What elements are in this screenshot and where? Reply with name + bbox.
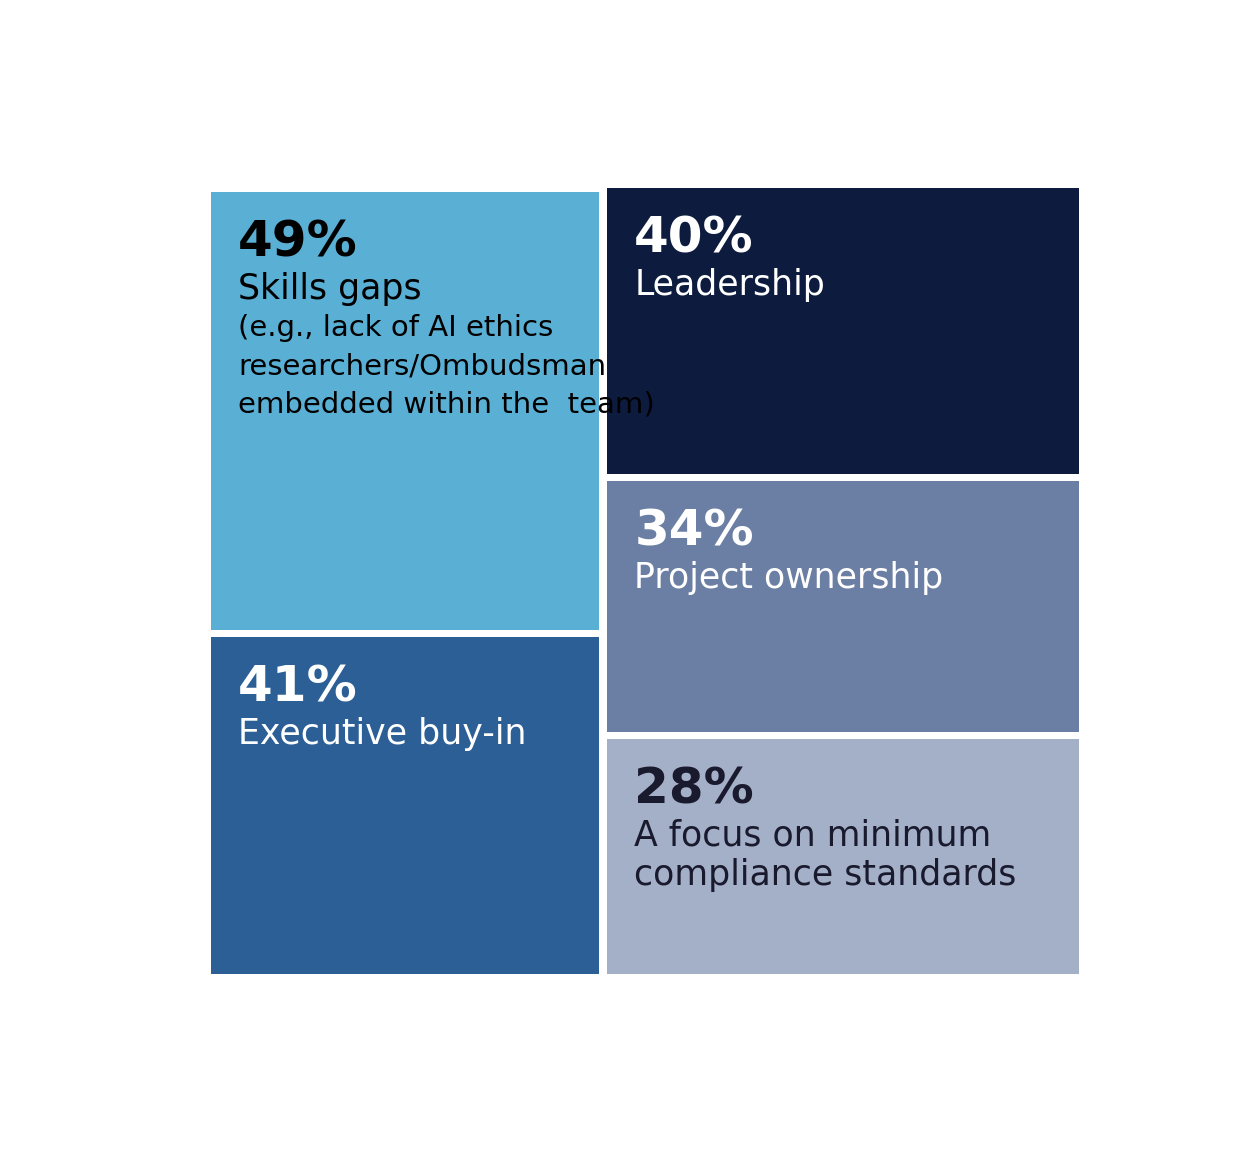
Text: (e.g., lack of AI ethics
researchers/Ombudsman
embedded within the  team): (e.g., lack of AI ethics researchers/Omb… — [238, 314, 655, 418]
Text: 40%: 40% — [634, 215, 754, 263]
Text: Project ownership: Project ownership — [634, 561, 944, 595]
Text: 28%: 28% — [634, 765, 754, 814]
Text: 34%: 34% — [634, 508, 754, 556]
Text: Executive buy-in: Executive buy-in — [238, 717, 527, 751]
Text: 49%: 49% — [238, 218, 359, 267]
Bar — [606, 481, 1078, 732]
Bar — [606, 188, 1078, 474]
Text: 41%: 41% — [238, 664, 359, 712]
Bar — [606, 739, 1078, 974]
Bar — [211, 192, 599, 630]
Bar — [211, 637, 599, 974]
Text: Leadership: Leadership — [634, 268, 825, 302]
Text: Skills gaps: Skills gaps — [238, 272, 421, 306]
Text: A focus on minimum
compliance standards: A focus on minimum compliance standards — [634, 819, 1016, 892]
